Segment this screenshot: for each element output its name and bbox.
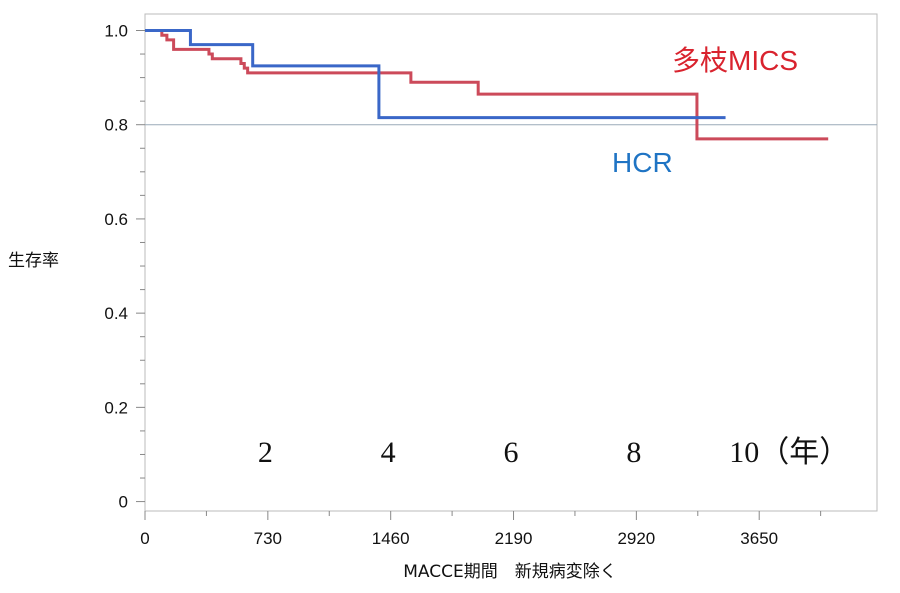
x-tick-label: 2920 [617, 529, 655, 548]
x-axis: 0 730 1460 2190 2920 3650 [140, 511, 822, 548]
series-label-mics: 多枝MICS [672, 45, 798, 76]
y-axis: 0 0.2 0.4 0.6 0.8 1.0 [104, 21, 145, 512]
year-labels: 2 4 6 8 10（年） [258, 436, 849, 469]
y-tick-label: 0.6 [104, 210, 128, 229]
x-tick-label: 2190 [495, 529, 533, 548]
x-axis-title: MACCE期間 新規病変除く [403, 562, 616, 582]
x-tick-label: 1460 [372, 529, 410, 548]
y-tick-label: 1.0 [104, 21, 128, 40]
y-tick-label: 0.4 [104, 304, 128, 323]
x-tick-label: 0 [140, 529, 149, 548]
year-label: 10（年） [729, 436, 849, 469]
series-line-mics [145, 28, 829, 141]
year-label: 4 [381, 436, 396, 469]
plot-frame [144, 13, 878, 512]
y-tick-label: 0 [119, 493, 128, 512]
y-tick-label: 0.2 [104, 398, 128, 417]
year-label: 8 [626, 436, 641, 469]
y-axis-title: 生存率 [8, 251, 59, 271]
year-label: 6 [504, 436, 519, 469]
series-label-hcr: HCR [612, 147, 673, 178]
series-lines [145, 28, 829, 141]
year-label: 2 [258, 436, 273, 469]
series-line-hcr [145, 28, 726, 120]
x-tick-label: 3650 [740, 529, 778, 548]
x-tick-label: 730 [254, 529, 282, 548]
y-tick-label: 0.8 [104, 116, 128, 135]
